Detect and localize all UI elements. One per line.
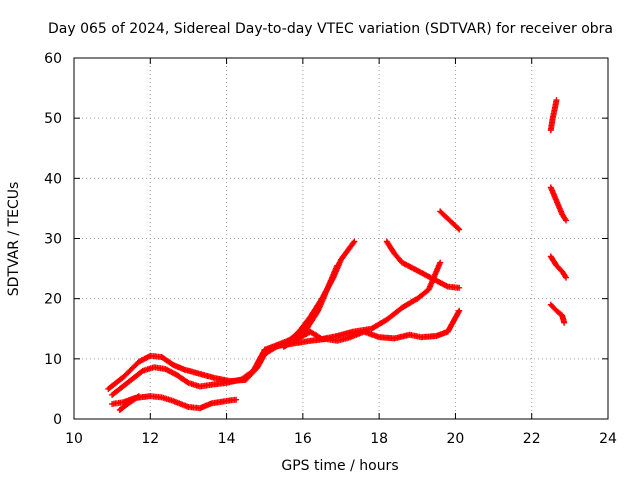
x-tick-label: 22 [523,431,541,447]
marker-track [547,184,569,224]
series-track-6 [280,259,444,350]
y-tick-label: 40 [44,171,62,187]
y-tick-label: 60 [44,51,62,67]
x-tick-label: 20 [447,431,465,447]
x-axis-label: GPS time / hours [281,458,398,474]
marker-track [383,238,463,291]
y-tick-label: 50 [44,111,62,127]
y-tick-label: 10 [44,352,62,368]
x-tick-label: 24 [599,431,617,447]
series-track-4 [116,393,142,413]
data-layer [105,97,569,413]
series-track-8 [437,208,463,233]
x-tick-label: 12 [141,431,159,447]
marker-track [547,253,569,281]
x-tick-label: 14 [218,431,236,447]
series-track-12 [547,301,568,326]
x-tick-label: 16 [294,431,312,447]
series-track-7 [383,238,463,291]
y-tick-label: 20 [44,292,62,308]
series-track-10 [547,184,569,224]
y-tick-label: 30 [44,232,62,248]
marker-track [116,393,142,413]
marker-track [547,301,568,326]
series-track-9 [547,97,560,134]
marker-track [280,259,444,350]
chart-title: Day 065 of 2024, Sidereal Day-to-day VTE… [48,21,613,37]
series-track-11 [547,253,569,281]
x-tick-label: 18 [370,431,388,447]
marker-track [437,208,463,233]
y-tick-label: 0 [53,412,62,428]
y-axis-label: SDTVAR / TECUs [6,182,22,297]
marker-track [547,97,560,134]
x-tick-label: 10 [65,431,83,447]
